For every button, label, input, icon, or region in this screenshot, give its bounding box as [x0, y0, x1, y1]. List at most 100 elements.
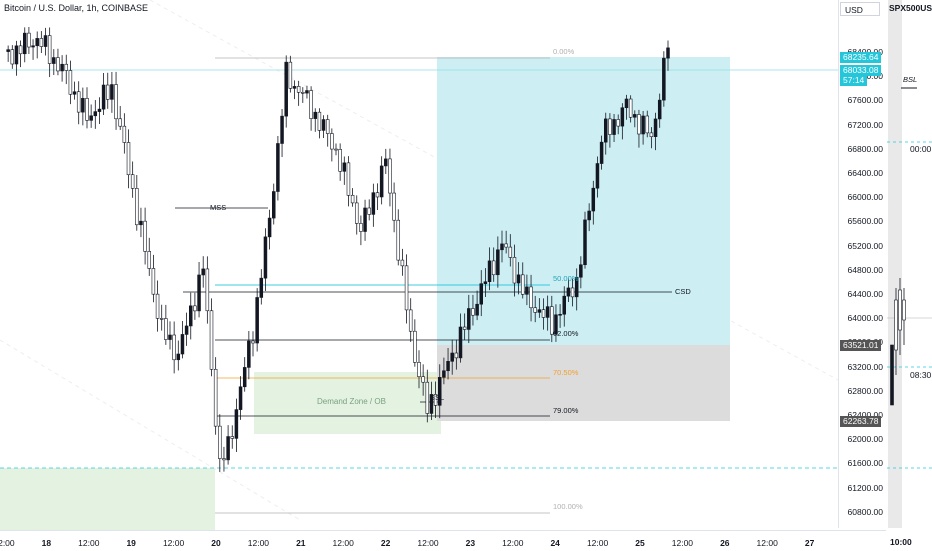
- currency-selector[interactable]: USD: [840, 2, 880, 16]
- candle-body: [305, 90, 309, 94]
- candle-body: [599, 141, 604, 164]
- candle-body: [130, 174, 135, 189]
- price-tick-label: 65200.00: [847, 240, 883, 251]
- time-tick-label: 20: [211, 538, 221, 548]
- candle-body: [176, 353, 181, 361]
- demand-zone-ob: [254, 372, 441, 434]
- candle-body: [500, 243, 504, 251]
- candle-body: [330, 133, 334, 150]
- candle-body: [367, 207, 371, 215]
- candle-body: [475, 303, 479, 316]
- candle-body: [114, 84, 118, 120]
- candle-body: [247, 340, 251, 368]
- candle-body: [31, 45, 35, 48]
- candle-body: [379, 165, 384, 198]
- side-time-label-2: 08:30: [910, 370, 932, 380]
- time-tick-label: 12:00: [586, 538, 609, 548]
- side-candle-body: [898, 289, 902, 331]
- candle-body: [64, 63, 69, 71]
- candle-body: [139, 220, 143, 226]
- candle-body: [155, 293, 160, 319]
- candle-body: [43, 35, 48, 47]
- candle-body: [325, 119, 330, 134]
- price-tick-label: 62400.00: [847, 410, 883, 420]
- price-tag-countdown: 57:14: [840, 75, 868, 86]
- candle-body: [483, 281, 488, 284]
- candle-body: [18, 45, 23, 55]
- candle-body: [649, 132, 654, 137]
- chart-canvas[interactable]: [0, 0, 886, 530]
- candle-body: [147, 251, 152, 269]
- candle-body: [512, 257, 517, 284]
- price-tick-label: 63200.00: [847, 361, 883, 372]
- price-tick-label: 64800.00: [847, 264, 883, 275]
- candle-body: [525, 286, 529, 295]
- side-time-label-1: 00:00: [910, 144, 932, 154]
- candle-body: [570, 287, 575, 298]
- candle-body: [437, 377, 442, 406]
- candle-body: [616, 119, 620, 127]
- candle-body: [168, 334, 172, 340]
- price-tag-low: 62263.78: [840, 416, 882, 427]
- candle-body: [126, 142, 131, 176]
- time-tick-label: 22: [380, 538, 391, 548]
- candle-body: [637, 114, 641, 135]
- time-tick-label: 24: [550, 538, 560, 548]
- candle-body: [471, 308, 475, 316]
- candle-body: [516, 274, 521, 284]
- candle-body: [81, 98, 85, 113]
- candle-body: [10, 49, 15, 65]
- price-tick-label: 64400.00: [847, 289, 883, 299]
- candle-body: [334, 148, 338, 151]
- candle-body: [458, 326, 463, 359]
- side-chart-canvas[interactable]: [887, 0, 932, 530]
- candle-body: [508, 246, 513, 258]
- candle-body: [47, 35, 52, 64]
- candle-body: [603, 118, 608, 143]
- side-bsl-label: BSL: [903, 75, 918, 84]
- time-tick-label: 12:00: [0, 538, 15, 548]
- candle-body: [296, 86, 301, 93]
- candle-body: [583, 219, 587, 266]
- candle-body: [545, 306, 550, 318]
- candle-body: [85, 98, 89, 121]
- candle-body: [587, 210, 591, 221]
- candle-body: [566, 287, 571, 297]
- candle-body: [620, 107, 625, 127]
- trend-guide-line: [0, 339, 301, 521]
- candle-body: [487, 260, 492, 283]
- price-tick-label: 61200.00: [847, 482, 883, 493]
- fib-label-0: 0.00%: [553, 47, 575, 56]
- candle-body: [442, 370, 446, 378]
- candle-body: [193, 305, 197, 312]
- candle-body: [22, 32, 27, 55]
- candle-body: [72, 91, 77, 95]
- side-candles-group: [890, 278, 906, 406]
- price-tick-label: 66000.00: [847, 192, 883, 203]
- candle-body: [467, 308, 471, 330]
- time-axis[interactable]: 12:00 18 12:00 19 12:00 20 12:00 21 12:00 22 12:00…: [0, 530, 886, 551]
- candle-body: [321, 119, 326, 131]
- candle-body: [110, 84, 114, 100]
- candle-body: [533, 307, 537, 313]
- candle-body: [292, 86, 297, 89]
- target-zone: [437, 57, 730, 345]
- candle-body: [429, 394, 434, 414]
- candle-body: [76, 91, 81, 113]
- candle-body: [201, 268, 205, 276]
- candle-body: [263, 236, 268, 279]
- candle-body: [662, 57, 666, 101]
- time-tick-label: 18: [41, 538, 52, 548]
- candle-body: [97, 108, 102, 112]
- candle-body: [143, 220, 147, 252]
- candle-body: [446, 361, 450, 372]
- time-tick-label: 12:00: [502, 538, 524, 548]
- candle-body: [14, 45, 19, 65]
- candle-body: [205, 268, 210, 312]
- candle-body: [608, 118, 612, 135]
- price-tick-label: 62800.00: [847, 385, 883, 396]
- ssl-label: SSL: [430, 393, 445, 402]
- side-candle-body: [894, 299, 898, 351]
- candle-body: [520, 274, 525, 295]
- candle-body: [479, 283, 484, 305]
